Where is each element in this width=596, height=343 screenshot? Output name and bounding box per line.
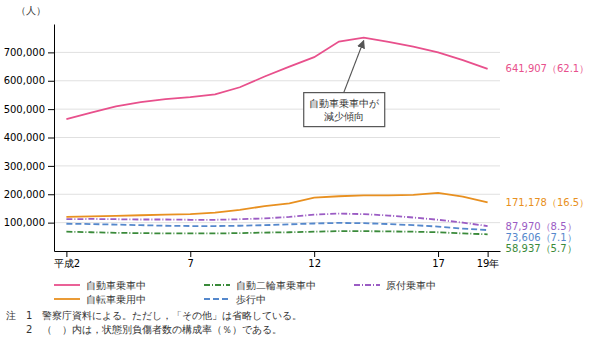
x-tick-mark (66, 251, 67, 257)
legend-item: 原付乗車中 (354, 280, 436, 291)
grid-line (54, 80, 500, 81)
note: 注 1 警察庁資料による。ただし，「その他」は省略している。 (6, 310, 302, 321)
x-tick: 平成2 (54, 251, 80, 269)
legend-swatch (204, 298, 230, 300)
x-tick: 7 (188, 251, 194, 269)
y-tick-mark (48, 166, 54, 167)
y-tick-label: 400,000 (4, 132, 45, 143)
annotation-text: 自動車乗車中が減少傾向 (309, 98, 380, 122)
annotation-box (304, 93, 385, 127)
x-tick-label: 19年 (477, 258, 500, 269)
legend: 自動車乗車中 自動二輪車乗車中 原付乗車中自転車乗用中 歩行中 (54, 280, 436, 305)
annotation: 自動車乗車中が減少傾向 (304, 41, 385, 127)
y-tick-label: 300,000 (4, 161, 45, 172)
y-tick-label: 500,000 (4, 104, 45, 115)
y-tick-label: 700,000 (4, 47, 45, 58)
legend-label: 自動二輪車乗車中 (236, 280, 316, 291)
end-label: 87,970（8.5） (506, 221, 577, 232)
end-labels: 641,907（62.1） 171,178（16.5） 87,970（8.5）73,… (506, 63, 590, 253)
lines (66, 38, 487, 235)
notes: 注 1 警察庁資料による。ただし，「その他」は省略している。 2 （ ）内は，状… (6, 310, 302, 335)
series-line (66, 193, 487, 217)
legend-swatch (354, 284, 380, 286)
series-line (66, 223, 487, 230)
end-label: 73,606（7.1） (506, 232, 577, 243)
y-tick-mark (48, 81, 54, 82)
grid-line (54, 222, 500, 223)
y-tick-mark (48, 138, 54, 139)
x-tick-label: 17 (432, 258, 445, 269)
annotation-line: 自動車乗車中が (309, 98, 380, 109)
x-axis-line (55, 251, 501, 252)
legend-item: 自動車乗車中 (54, 280, 146, 291)
legend-item: 自動二輪車乗車中 (204, 280, 316, 291)
grid-line (54, 137, 500, 138)
x-tick: 19年 (477, 251, 500, 269)
x-tick: 12 (308, 251, 321, 269)
y-tick: 300,000 (4, 161, 54, 172)
x-tick-mark (190, 251, 191, 257)
grid (54, 52, 500, 222)
y-tick-mark (48, 109, 54, 110)
legend-label: 歩行中 (236, 294, 266, 305)
annotation-arrow (344, 41, 364, 93)
y-tick: 700,000 (4, 47, 54, 58)
note: 2 （ ）内は，状態別負傷者数の構成率（％）である。 (6, 324, 282, 335)
x-tick-label: 平成2 (54, 258, 80, 269)
legend-label: 自転車乗用中 (86, 294, 146, 305)
chart: 平成2 7 12 17 19年 100,000 200,000 300,000 400,000 5… (0, 0, 596, 343)
y-tick-mark (48, 223, 54, 224)
y-tick-label: 200,000 (4, 189, 45, 200)
x-tick-mark (314, 251, 315, 257)
y-axis-title: （人） (16, 5, 46, 16)
x-axis: 平成2 7 12 17 19年 (54, 251, 501, 269)
y-tick: 500,000 (4, 104, 54, 115)
series-line (66, 231, 487, 234)
y-axis-line (54, 25, 55, 252)
end-label: 171,178（16.5） (506, 197, 590, 208)
end-label: 58,937（5.7） (506, 243, 577, 254)
y-tick-label: 600,000 (4, 75, 45, 86)
legend-swatch (54, 284, 80, 286)
y-axis: 100,000 200,000 300,000 400,000 500,000 600,0… (4, 25, 55, 252)
x-tick: 17 (432, 251, 445, 269)
annotation-line: 減少傾向 (324, 111, 364, 122)
legend-item: 歩行中 (204, 294, 266, 305)
end-label: 641,907（62.1） (506, 63, 590, 74)
y-tick: 600,000 (4, 75, 54, 86)
legend-swatch (54, 298, 80, 300)
legend-label: 自動車乗車中 (86, 280, 146, 291)
legend-label: 原付乗車中 (386, 280, 436, 291)
series-line (66, 38, 487, 119)
y-tick: 200,000 (4, 189, 54, 200)
legend-swatch (204, 284, 230, 286)
x-tick-mark (438, 251, 439, 257)
grid-line (54, 109, 500, 110)
grid-line (54, 165, 500, 166)
x-tick-label: 7 (188, 258, 194, 269)
y-tick-mark (48, 194, 54, 195)
y-tick: 400,000 (4, 132, 54, 143)
y-tick: 100,000 (4, 217, 54, 228)
plot: 平成2 7 12 17 19年 100,000 200,000 300,000 400,000 5… (4, 25, 590, 270)
y-tick-mark (48, 52, 54, 53)
x-tick-label: 12 (308, 258, 321, 269)
y-tick-label: 100,000 (4, 217, 45, 228)
x-tick-mark (488, 251, 489, 257)
legend-item: 自転車乗用中 (54, 294, 146, 305)
